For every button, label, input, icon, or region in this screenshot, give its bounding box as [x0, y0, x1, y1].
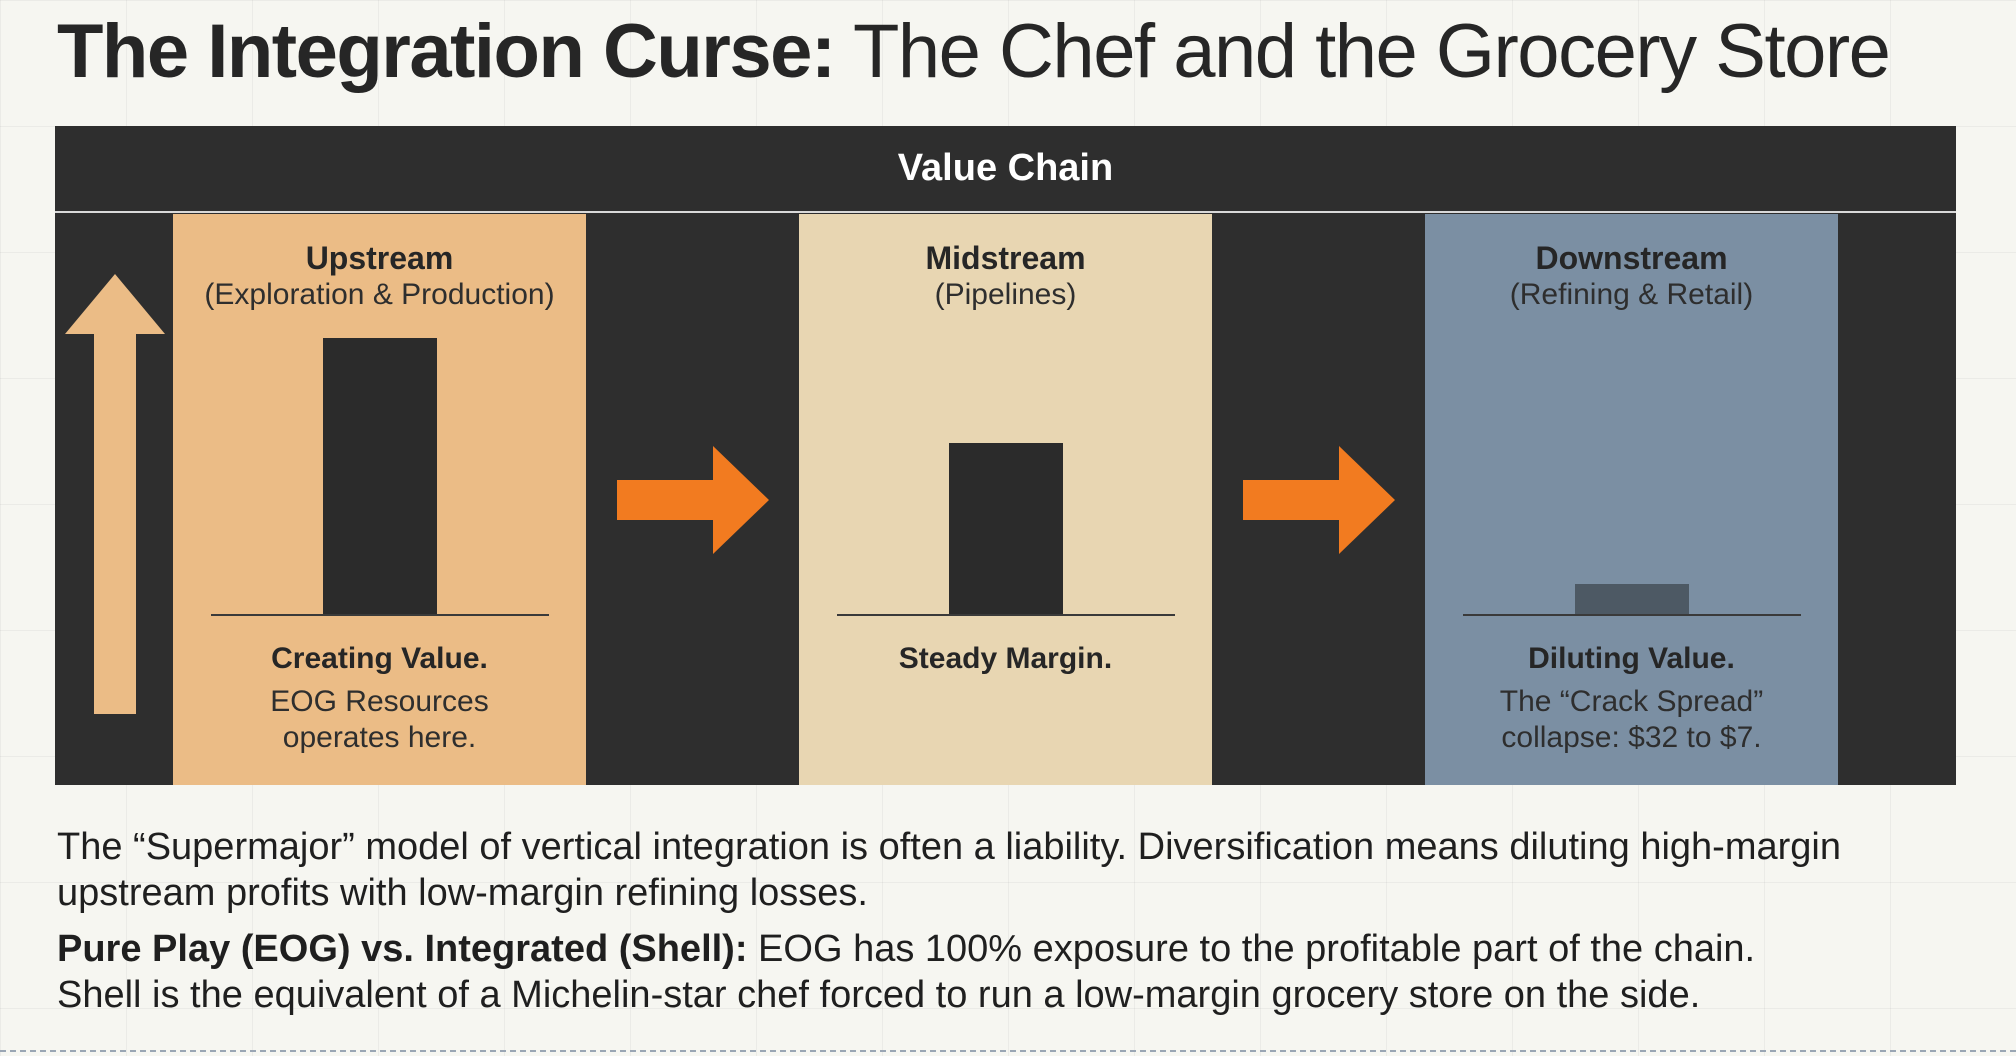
stage-downstream: Downstream (Refining & Retail) Diluting …: [1425, 214, 1838, 785]
stage-upstream-desc-line2: operates here.: [282, 721, 477, 754]
stage-downstream-description: The “Crack Spread” collapse: $32 to $7.: [1425, 684, 1838, 756]
stage-downstream-margin-bar: [1575, 584, 1689, 614]
stage-midstream-baseline: [837, 614, 1175, 616]
stage-upstream-subtitle: (Exploration & Production): [204, 278, 555, 311]
title-bold-part: The Integration Curse:: [57, 9, 836, 94]
stage-downstream-name: Downstream: [1535, 240, 1728, 276]
page-title: The Integration Curse: The Chef and the …: [57, 6, 1957, 98]
integration-paragraph: The “Supermajor” model of vertical integ…: [57, 826, 1841, 914]
stage-upstream-description: EOG Resources operates here.: [173, 684, 586, 756]
flow-arrow-icon: [1243, 446, 1395, 554]
comparison-line-1-text: EOG has 100% exposure to the profitable …: [747, 928, 1756, 970]
title-rest-part: The Chef and the Grocery Store: [834, 9, 1891, 94]
stage-midstream: Midstream (Pipelines) Steady Margin.: [799, 214, 1212, 785]
bottom-divider: [0, 1050, 2016, 1052]
stage-downstream-desc-line2: collapse: $32 to $7.: [1501, 721, 1762, 754]
value-chain-header: Value Chain: [55, 126, 1956, 213]
stage-upstream-label: Creating Value.: [271, 642, 488, 675]
flow-arrow-icon: [617, 446, 769, 554]
value-chain-header-label: Value Chain: [897, 147, 1114, 189]
comparison-line-2: Shell is the equivalent of a Michelin-st…: [57, 974, 1701, 1016]
comparison-heading: Pure Play (EOG) vs. Integrated (Shell):: [57, 928, 748, 970]
stage-downstream-label: Diluting Value.: [1528, 642, 1735, 675]
stage-upstream: Upstream (Exploration & Production) Crea…: [173, 214, 586, 785]
stage-midstream-label: Steady Margin.: [898, 642, 1113, 675]
value-chain-diagram: Value Chain Upstream (Exploration & Prod…: [55, 126, 1956, 785]
comparison-line-1: Pure Play (EOG) vs. Integrated (Shell): …: [57, 926, 1937, 972]
stage-upstream-name: Upstream: [305, 240, 454, 276]
comparison-paragraph: Pure Play (EOG) vs. Integrated (Shell): …: [57, 926, 1937, 1018]
stage-downstream-baseline: [1463, 614, 1801, 616]
stage-midstream-subtitle: (Pipelines): [934, 278, 1077, 311]
stage-upstream-desc-line1: EOG Resources: [270, 685, 489, 718]
stage-downstream-desc-line1: The “Crack Spread”: [1499, 685, 1764, 718]
up-arrow-icon: [65, 274, 165, 714]
stage-upstream-baseline: [211, 614, 549, 616]
stage-midstream-margin-bar: [949, 443, 1063, 614]
stage-downstream-subtitle: (Refining & Retail): [1509, 278, 1754, 311]
stage-midstream-name: Midstream: [925, 240, 1086, 276]
stage-upstream-margin-bar: [323, 338, 437, 614]
